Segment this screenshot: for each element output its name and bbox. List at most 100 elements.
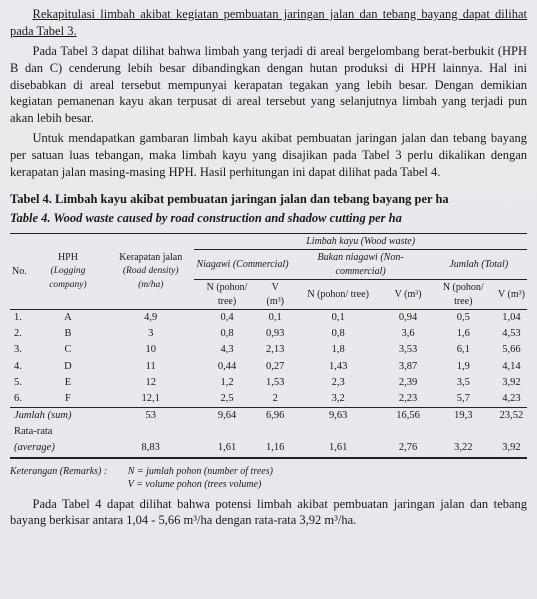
remarks: Keterangan (Remarks) : N = jumlah pohon … xyxy=(10,465,527,492)
table-caption-en: Table 4. Wood waste caused by road const… xyxy=(10,210,527,227)
sum-nn: 9,63 xyxy=(291,408,386,425)
avg-label1: Rata-rata xyxy=(10,424,527,440)
sum-rd: 53 xyxy=(107,408,194,425)
th-total: Jumlah (Total) xyxy=(431,250,527,280)
th-hph: HPH (Logging company) xyxy=(29,234,107,310)
cell-rd: 12,1 xyxy=(107,391,194,408)
cell-cn: 0,4 xyxy=(194,310,259,327)
cell-cn: 0,44 xyxy=(194,359,259,375)
cell-tn: 1,9 xyxy=(431,359,496,375)
cell-tv: 4,23 xyxy=(496,391,527,408)
cell-no: 3. xyxy=(10,342,29,358)
cell-cn: 1,2 xyxy=(194,375,259,391)
th-tot-n: N (pohon/ tree) xyxy=(431,280,496,310)
th-tot-v: V (m³) xyxy=(496,280,527,310)
cell-no: 6. xyxy=(10,391,29,408)
cell-rd: 11 xyxy=(107,359,194,375)
cell-cv: 0,93 xyxy=(260,326,291,342)
cell-hph: A xyxy=(29,310,107,327)
table-row: 6.F12,12,523,22,235,74,23 xyxy=(10,391,527,408)
cell-nv: 3,87 xyxy=(386,359,431,375)
cell-rd: 12 xyxy=(107,375,194,391)
caption-en-label: Table 4. xyxy=(10,211,51,225)
cell-nn: 1,8 xyxy=(291,342,386,358)
th-noncommercial: Bukan niagawi (Non-commercial) xyxy=(291,250,431,280)
cell-tn: 6,1 xyxy=(431,342,496,358)
avg-cv: 1,16 xyxy=(260,440,291,457)
table-head: No. HPH (Logging company) Kerapatan jala… xyxy=(10,234,527,310)
wood-waste-table: No. HPH (Logging company) Kerapatan jala… xyxy=(10,234,527,458)
cell-no: 2. xyxy=(10,326,29,342)
cell-no: 5. xyxy=(10,375,29,391)
paragraph-3: Untuk mendapatkan gambaran limbah kayu a… xyxy=(10,130,527,181)
paragraph-1: Rekapitulasi limbah akibat kegiatan pemb… xyxy=(10,6,527,40)
row-avg: (average) 8,83 1,61 1,16 1,61 2,76 3,22 … xyxy=(10,440,527,457)
cell-cn: 2,5 xyxy=(194,391,259,408)
avg-rd: 8,83 xyxy=(107,440,194,457)
th-no: No. xyxy=(10,234,29,310)
paragraph-4: Pada Tabel 4 dapat dilihat bahwa potensi… xyxy=(10,496,527,530)
cell-rd: 4,9 xyxy=(107,310,194,327)
cell-nn: 1,43 xyxy=(291,359,386,375)
cell-tv: 3,92 xyxy=(496,375,527,391)
remarks-v: V = volume pohon (trees volume) xyxy=(128,479,262,490)
avg-tn: 3,22 xyxy=(431,440,496,457)
sum-label: Jumlah (sum) xyxy=(10,408,107,425)
caption-id-label: Tabel 4. xyxy=(10,192,52,206)
th-comm-n: N (pohon/ tree) xyxy=(194,280,259,310)
row-avg-label: Rata-rata xyxy=(10,424,527,440)
cell-tn: 5,7 xyxy=(431,391,496,408)
cell-cv: 2,13 xyxy=(260,342,291,358)
cell-no: 4. xyxy=(10,359,29,375)
table-row: 3.C104,32,131,83,536,15,66 xyxy=(10,342,527,358)
cell-nv: 2,23 xyxy=(386,391,431,408)
cell-tv: 1,04 xyxy=(496,310,527,327)
cell-rd: 3 xyxy=(107,326,194,342)
sum-tn: 19,3 xyxy=(431,408,496,425)
cell-cv: 1,53 xyxy=(260,375,291,391)
cell-nn: 2,3 xyxy=(291,375,386,391)
th-nc-v: V (m³) xyxy=(386,280,431,310)
cell-tn: 1,6 xyxy=(431,326,496,342)
cell-rd: 10 xyxy=(107,342,194,358)
table-row: 5.E121,21,532,32,393,53,92 xyxy=(10,375,527,391)
paragraph-2: Pada Tabel 3 dapat dilihat bahwa limbah … xyxy=(10,43,527,127)
sum-cv: 6,96 xyxy=(260,408,291,425)
cell-nn: 3,2 xyxy=(291,391,386,408)
cell-tn: 0,5 xyxy=(431,310,496,327)
table-row: 1.A4,90,40,10,10,940,51,04 xyxy=(10,310,527,327)
table-row: 4.D110,440,271,433,871,94,14 xyxy=(10,359,527,375)
cell-hph: E xyxy=(29,375,107,391)
remarks-label: Keterangan (Remarks) : xyxy=(10,466,107,477)
cell-nv: 2,39 xyxy=(386,375,431,391)
avg-label2: (average) xyxy=(10,440,107,457)
cell-hph: C xyxy=(29,342,107,358)
remarks-lines: N = jumlah pohon (number of trees) V = v… xyxy=(128,465,273,492)
avg-nn: 1,61 xyxy=(291,440,386,457)
cell-nn: 0,1 xyxy=(291,310,386,327)
remarks-n: N = jumlah pohon (number of trees) xyxy=(128,466,273,477)
cell-nn: 0,8 xyxy=(291,326,386,342)
sum-tv: 23,52 xyxy=(496,408,527,425)
cell-cn: 4,3 xyxy=(194,342,259,358)
th-wood-waste: Limbah kayu (Wood waste) xyxy=(194,234,527,250)
p1-text: Rekapitulasi limbah akibat kegiatan pemb… xyxy=(10,7,527,38)
th-road-density: Kerapatan jalan (Road density) (m/ha) xyxy=(107,234,194,310)
table-caption-id: Tabel 4. Limbah kayu akibat pembuatan ja… xyxy=(10,191,527,208)
cell-cv: 2 xyxy=(260,391,291,408)
avg-cn: 1,61 xyxy=(194,440,259,457)
sum-cn: 9,64 xyxy=(194,408,259,425)
cell-cv: 0,1 xyxy=(260,310,291,327)
cell-nv: 3,6 xyxy=(386,326,431,342)
table-body: 1.A4,90,40,10,10,940,51,042.B30,80,930,8… xyxy=(10,310,527,408)
cell-cv: 0,27 xyxy=(260,359,291,375)
caption-id-text: Limbah kayu akibat pembuatan jaringan ja… xyxy=(55,192,449,206)
th-nc-n: N (pohon/ tree) xyxy=(291,280,386,310)
cell-nv: 3,53 xyxy=(386,342,431,358)
cell-tn: 3,5 xyxy=(431,375,496,391)
cell-hph: D xyxy=(29,359,107,375)
cell-hph: F xyxy=(29,391,107,408)
caption-en-text: Wood waste caused by road construction a… xyxy=(53,211,401,225)
sum-nv: 16,56 xyxy=(386,408,431,425)
th-commercial: Niagawi (Commercial) xyxy=(194,250,290,280)
